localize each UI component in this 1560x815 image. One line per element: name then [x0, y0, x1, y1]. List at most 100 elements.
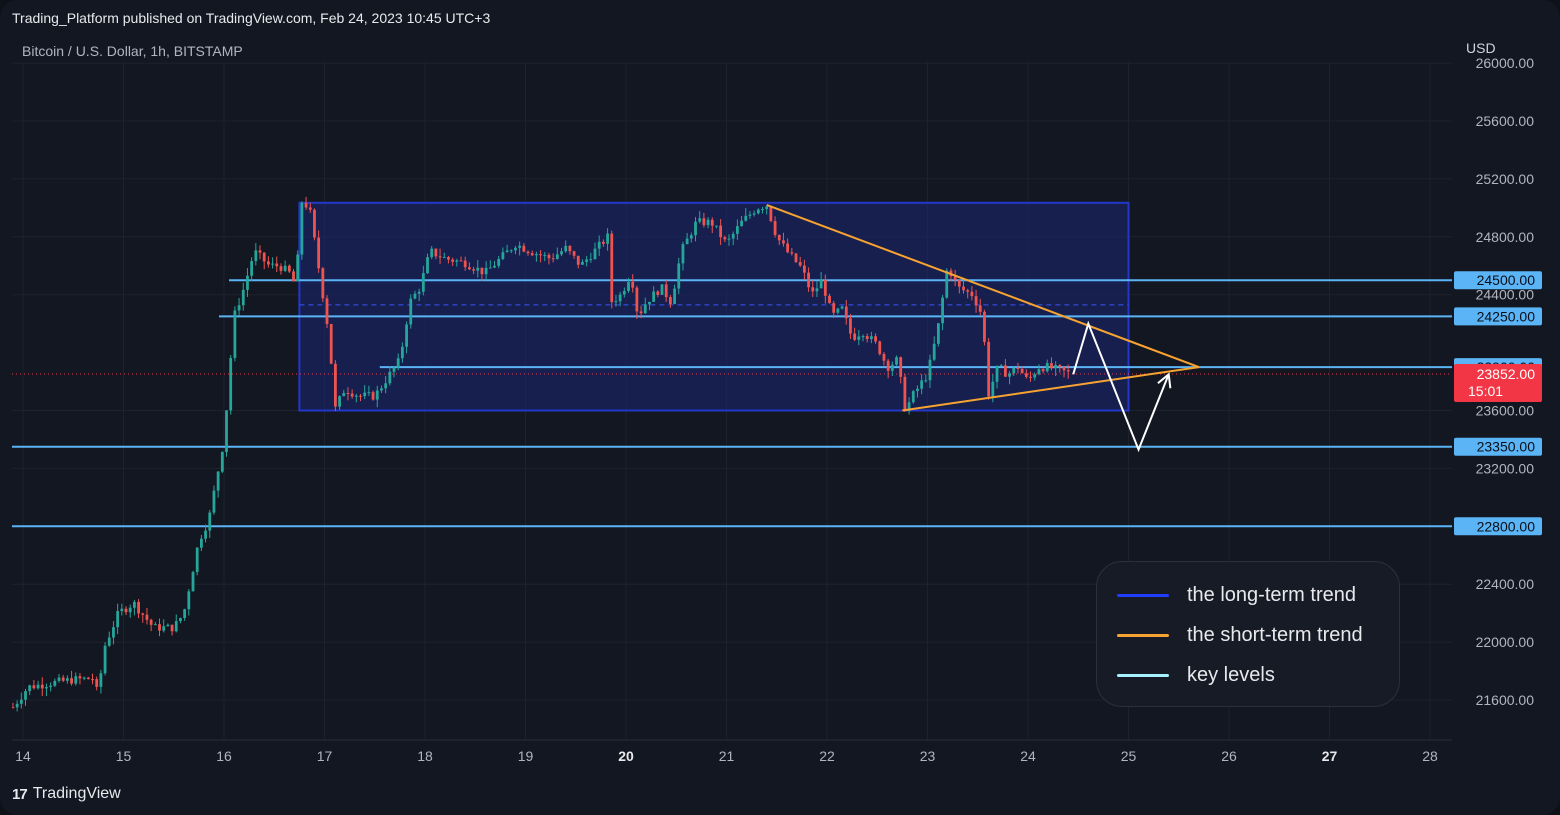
x-tick-label: 14	[15, 748, 31, 764]
legend-swatch	[1117, 674, 1169, 677]
legend-swatch	[1117, 594, 1169, 597]
candle-body	[539, 254, 542, 256]
candle-body	[308, 207, 312, 210]
candle-body	[132, 601, 136, 608]
candle-body	[740, 220, 743, 227]
candle-body	[371, 392, 375, 400]
candle-body	[212, 490, 216, 513]
candle-body	[300, 202, 304, 255]
candle-body	[65, 678, 69, 681]
candle-body	[639, 311, 643, 314]
candle-body	[451, 259, 455, 262]
candle-body	[333, 363, 337, 407]
projection-arrow-head	[1157, 372, 1172, 389]
x-tick-label: 23	[920, 748, 936, 764]
candle-body	[543, 254, 547, 256]
candle-body	[91, 679, 94, 681]
candle-body	[534, 254, 538, 256]
publisher-line: Trading_Platform published on TradingVie…	[12, 10, 491, 26]
candle-body	[878, 341, 882, 355]
key-level-tag	[1454, 517, 1542, 536]
candle-body	[999, 365, 1003, 367]
candle-body	[170, 624, 174, 632]
candle-body	[275, 263, 279, 267]
candle-body	[15, 703, 19, 708]
candle-body	[962, 286, 965, 291]
candle-body	[174, 621, 178, 632]
candle-body	[103, 645, 107, 674]
key-level-tag	[1454, 271, 1542, 290]
candle-body	[413, 293, 417, 299]
x-tick-label: 22	[819, 748, 835, 764]
candle-body	[417, 291, 421, 294]
candle-body	[601, 241, 605, 244]
candle-body	[128, 607, 132, 613]
candle-body	[698, 218, 702, 222]
candle-body	[635, 287, 639, 312]
candle-body	[220, 451, 224, 472]
candle-body	[258, 250, 262, 253]
tradingview-logo[interactable]: 17 TradingView	[12, 785, 121, 803]
candle-body	[145, 614, 149, 620]
candle-body	[706, 219, 710, 226]
candle-body	[752, 213, 756, 215]
candle-body	[756, 209, 760, 214]
candle-body	[24, 691, 27, 700]
candle-body	[467, 267, 471, 270]
candle-body	[246, 275, 249, 290]
currency-label: USD	[1466, 40, 1496, 56]
candle-body	[576, 255, 580, 265]
candle-body	[359, 395, 362, 397]
candle-body	[916, 388, 919, 392]
candle-body	[484, 267, 488, 275]
candle-body	[505, 250, 509, 253]
candle-body	[262, 252, 266, 262]
candle-body	[82, 677, 86, 679]
key-level-tag	[1454, 437, 1542, 456]
candle-body	[363, 392, 367, 397]
candle-body	[447, 257, 450, 260]
candle-body	[204, 530, 207, 539]
candle-body	[995, 365, 999, 382]
candle-body	[455, 260, 459, 262]
candle-body	[1024, 373, 1028, 377]
candle-body	[664, 284, 668, 298]
last-price-label: 23852.00	[1477, 366, 1536, 382]
candle-body	[12, 707, 15, 709]
candle-body	[886, 360, 890, 371]
key-level-label: 22800.00	[1477, 518, 1536, 534]
candle-body	[254, 250, 258, 262]
candle-body	[648, 301, 651, 305]
candle-body	[765, 206, 769, 210]
candle-body	[313, 209, 316, 238]
candle-body	[769, 206, 773, 222]
candle-body	[137, 601, 140, 614]
candle-body	[141, 613, 145, 615]
candle-body	[463, 260, 467, 268]
candle-body	[124, 608, 128, 613]
candle-body	[149, 619, 153, 625]
candle-body	[853, 333, 857, 340]
y-tick-label: 24400.00	[1476, 287, 1535, 303]
candle-body	[987, 341, 991, 397]
candle-body	[589, 259, 593, 261]
candle-body	[874, 336, 877, 342]
candle-body	[932, 343, 936, 360]
y-tick-label: 22000.00	[1476, 634, 1535, 650]
candle-body	[832, 303, 836, 313]
x-tick-label: 28	[1422, 748, 1438, 764]
legend-item-long-term: the long-term trend	[1117, 584, 1356, 607]
candle-body	[622, 291, 626, 295]
candle-body	[568, 245, 572, 252]
candle-body	[78, 676, 82, 679]
last-price-tag	[1454, 364, 1542, 403]
candle-body	[727, 238, 731, 240]
candle-body	[1062, 366, 1066, 371]
legend-item-key-levels: key levels	[1117, 664, 1275, 687]
candle-body	[656, 291, 660, 295]
projection-path	[1072, 320, 1170, 453]
candle-body	[815, 288, 819, 292]
candle-body	[405, 324, 408, 347]
candle-body	[526, 251, 530, 254]
candle-body	[480, 267, 484, 275]
